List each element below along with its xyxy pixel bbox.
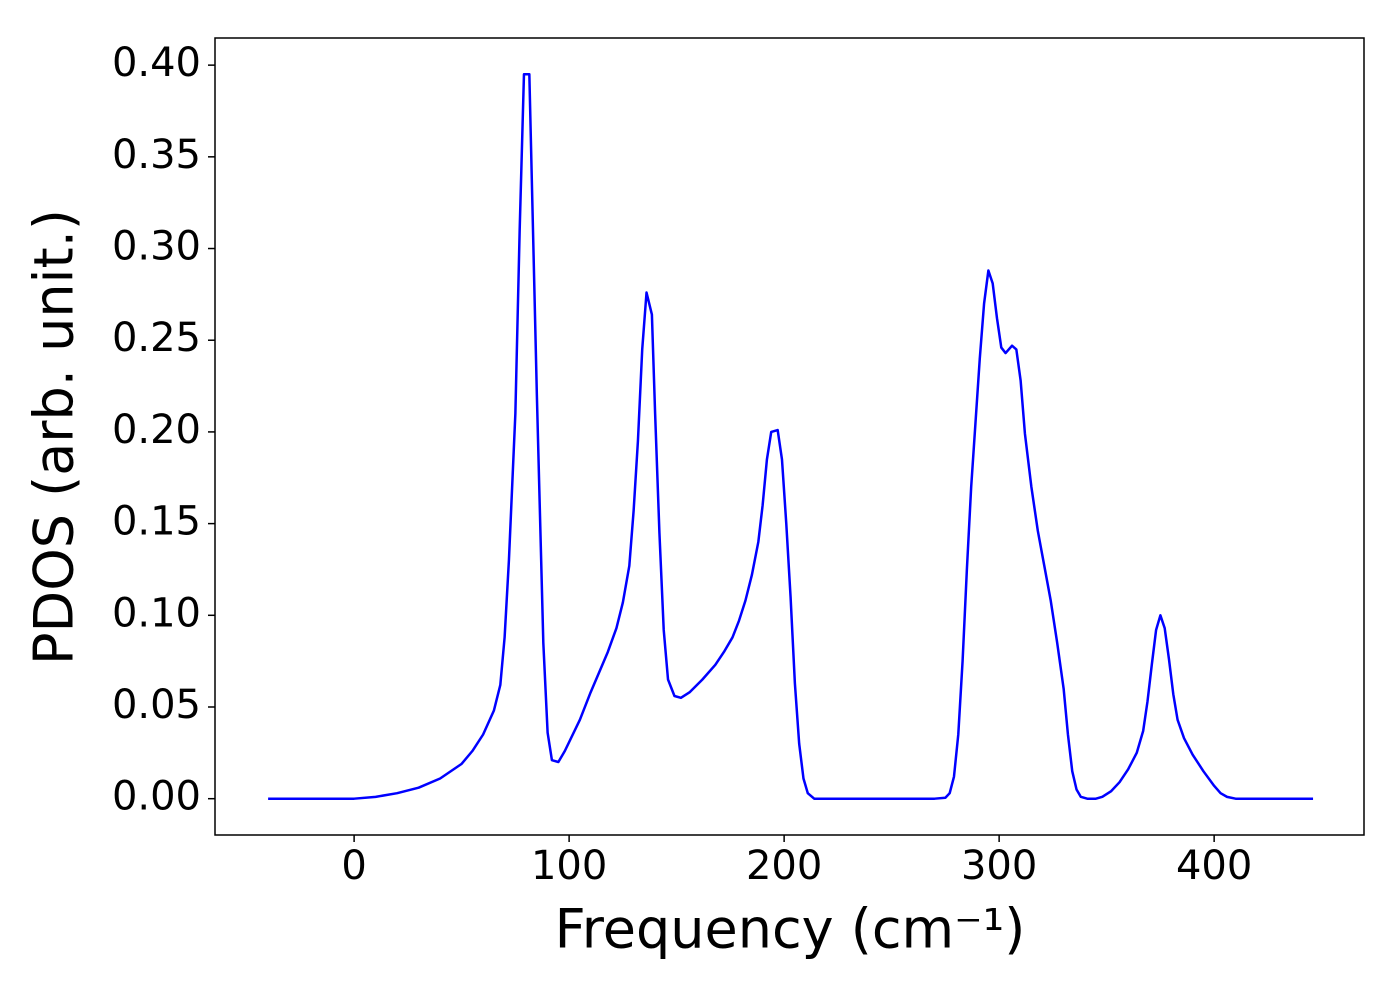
x-axis-label: Frequency (cm⁻¹) — [555, 898, 1026, 961]
y-tick-label: 0.10 — [112, 590, 201, 636]
y-tick-label: 0.30 — [112, 224, 201, 270]
y-tick-label: 0.25 — [112, 315, 201, 361]
y-tick-label: 0.20 — [112, 407, 201, 453]
y-tick-label: 0.15 — [112, 499, 201, 545]
y-tick-label: 0.05 — [112, 682, 201, 728]
line — [268, 73, 1314, 800]
y-tick-label: 0.35 — [112, 132, 201, 178]
x-tick-label: 300 — [961, 843, 1037, 889]
x-tick-label: 200 — [746, 843, 822, 889]
x-tick-label: 100 — [531, 843, 607, 889]
y-tick-label: 0.40 — [112, 40, 201, 86]
x-tick-label: 0 — [341, 843, 366, 889]
plot-frame — [214, 37, 1365, 836]
y-tick-label: 0.00 — [112, 774, 201, 820]
x-tick-label: 400 — [1176, 843, 1252, 889]
y-axis-label: PDOS (arb. unit.) — [23, 209, 86, 665]
